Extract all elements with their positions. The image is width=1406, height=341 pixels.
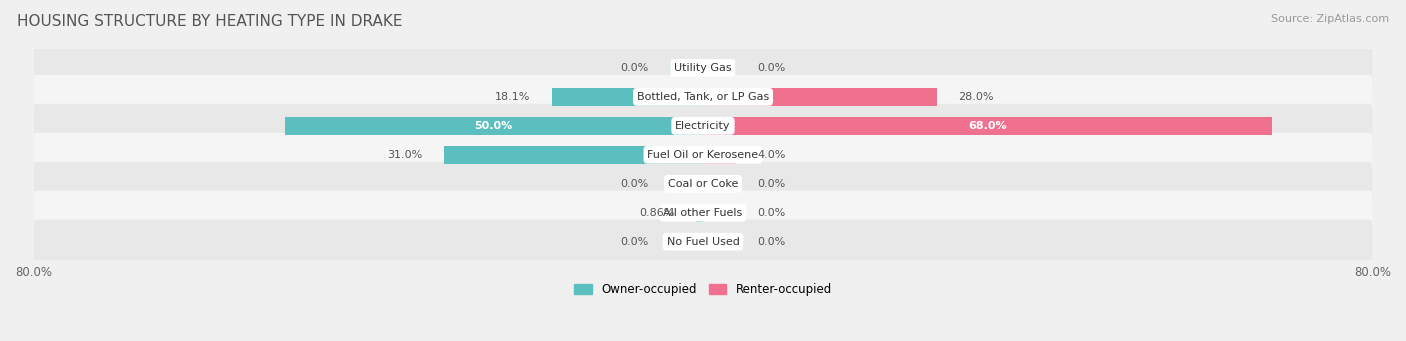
Bar bbox=[703, 88, 938, 106]
Bar bbox=[703, 235, 737, 248]
Text: Utility Gas: Utility Gas bbox=[675, 63, 731, 73]
Bar bbox=[669, 235, 703, 248]
FancyBboxPatch shape bbox=[34, 133, 1372, 177]
FancyBboxPatch shape bbox=[34, 191, 1372, 235]
Bar bbox=[703, 117, 1272, 135]
Text: All other Fuels: All other Fuels bbox=[664, 208, 742, 218]
Bar bbox=[443, 146, 703, 164]
FancyBboxPatch shape bbox=[34, 104, 1372, 148]
FancyBboxPatch shape bbox=[34, 162, 1372, 206]
Bar bbox=[551, 88, 703, 106]
Text: 28.0%: 28.0% bbox=[959, 92, 994, 102]
Text: Bottled, Tank, or LP Gas: Bottled, Tank, or LP Gas bbox=[637, 92, 769, 102]
FancyBboxPatch shape bbox=[34, 220, 1372, 264]
Text: Coal or Coke: Coal or Coke bbox=[668, 179, 738, 189]
Bar bbox=[669, 62, 703, 74]
Text: 0.0%: 0.0% bbox=[620, 63, 648, 73]
Text: 50.0%: 50.0% bbox=[475, 121, 513, 131]
Bar bbox=[703, 177, 737, 190]
Text: 0.0%: 0.0% bbox=[620, 237, 648, 247]
Text: 18.1%: 18.1% bbox=[495, 92, 530, 102]
Text: HOUSING STRUCTURE BY HEATING TYPE IN DRAKE: HOUSING STRUCTURE BY HEATING TYPE IN DRA… bbox=[17, 14, 402, 29]
Text: 0.0%: 0.0% bbox=[620, 179, 648, 189]
Bar bbox=[669, 177, 703, 190]
Text: Fuel Oil or Kerosene: Fuel Oil or Kerosene bbox=[647, 150, 759, 160]
Text: 0.86%: 0.86% bbox=[640, 208, 675, 218]
Text: 0.0%: 0.0% bbox=[758, 208, 786, 218]
Legend: Owner-occupied, Renter-occupied: Owner-occupied, Renter-occupied bbox=[569, 279, 837, 301]
Bar bbox=[696, 204, 703, 222]
Bar bbox=[703, 206, 737, 219]
Text: 0.0%: 0.0% bbox=[758, 63, 786, 73]
Text: Electricity: Electricity bbox=[675, 121, 731, 131]
Text: 31.0%: 31.0% bbox=[388, 150, 423, 160]
Text: 0.0%: 0.0% bbox=[758, 179, 786, 189]
Text: No Fuel Used: No Fuel Used bbox=[666, 237, 740, 247]
FancyBboxPatch shape bbox=[34, 46, 1372, 90]
Text: 4.0%: 4.0% bbox=[758, 150, 786, 160]
Bar bbox=[284, 117, 703, 135]
Text: 68.0%: 68.0% bbox=[969, 121, 1007, 131]
Bar bbox=[703, 146, 737, 164]
FancyBboxPatch shape bbox=[34, 75, 1372, 119]
Text: 0.0%: 0.0% bbox=[758, 237, 786, 247]
Text: Source: ZipAtlas.com: Source: ZipAtlas.com bbox=[1271, 14, 1389, 24]
Bar bbox=[703, 62, 737, 74]
